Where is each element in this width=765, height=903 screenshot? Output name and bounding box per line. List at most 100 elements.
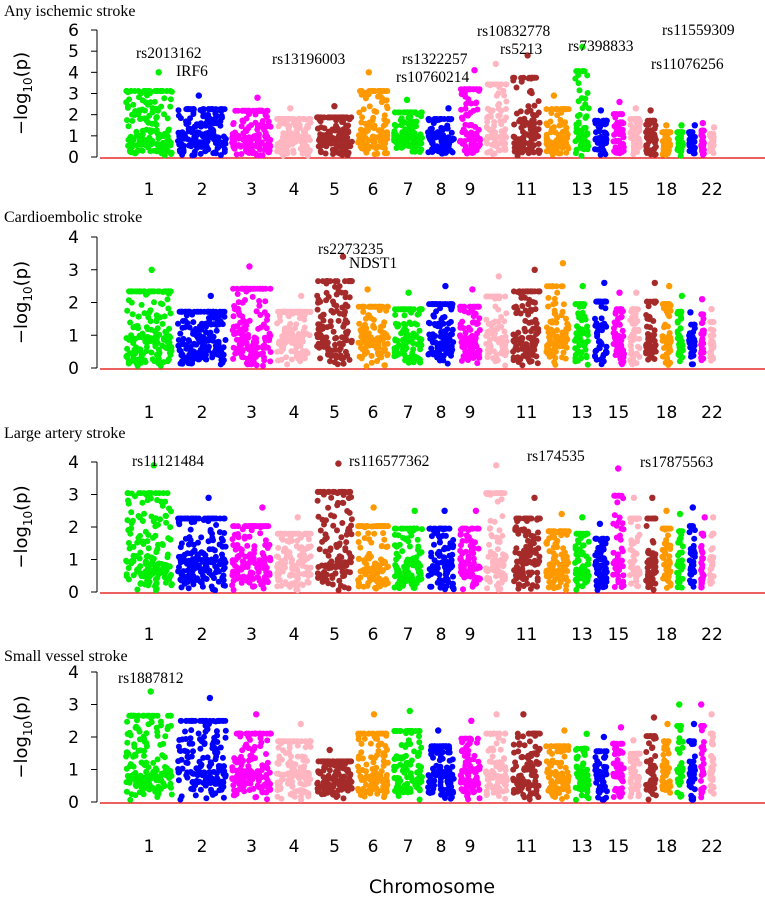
snp-point xyxy=(610,138,617,145)
snp-point xyxy=(494,81,501,88)
snp-point xyxy=(334,125,341,132)
snp-point xyxy=(161,95,168,102)
snp-point xyxy=(315,114,322,121)
snp-point xyxy=(513,84,520,91)
peak-point xyxy=(365,69,372,76)
x-tick-label: 6 xyxy=(368,403,379,423)
snp-point xyxy=(129,335,136,341)
snp-point xyxy=(240,573,247,580)
snp-point xyxy=(628,133,635,140)
snp-point xyxy=(449,326,456,333)
snp-point xyxy=(336,347,343,354)
snp-point xyxy=(240,562,247,569)
snp-point xyxy=(614,119,621,126)
snp-point xyxy=(195,356,202,363)
snp-point xyxy=(252,150,259,157)
snp-point xyxy=(593,330,600,337)
snp-point xyxy=(576,87,583,94)
snp-point xyxy=(342,348,349,355)
snp-point xyxy=(512,333,519,339)
snp-point xyxy=(468,134,475,141)
snp-point xyxy=(379,558,386,565)
snp-point xyxy=(564,131,571,138)
snp-point xyxy=(513,310,520,317)
snp-point xyxy=(232,350,239,357)
snp-point xyxy=(154,340,161,346)
snp-point xyxy=(659,337,666,344)
peak-point xyxy=(663,122,670,129)
snp-point xyxy=(598,341,605,348)
snp-point xyxy=(675,351,682,358)
annotation-label: rs5213 xyxy=(500,41,542,58)
snp-point xyxy=(448,343,455,350)
snp-point xyxy=(553,319,560,326)
snp-point xyxy=(495,147,502,153)
snp-point xyxy=(345,527,351,534)
snp-point xyxy=(217,345,224,352)
snp-point xyxy=(340,360,347,367)
y-axis-label: −log10(p) xyxy=(11,485,35,568)
y-tick-label: 0 xyxy=(68,148,79,168)
snp-point xyxy=(485,343,492,350)
snp-point xyxy=(620,333,627,340)
snp-point xyxy=(198,326,205,333)
snp-point xyxy=(512,355,518,362)
snp-point xyxy=(500,342,506,349)
snp-point xyxy=(263,569,270,576)
snp-point xyxy=(129,311,136,318)
snp-point xyxy=(529,148,536,155)
snp-point xyxy=(495,102,502,109)
snp-point xyxy=(530,352,537,358)
snp-point xyxy=(364,565,371,572)
snp-point xyxy=(220,582,227,589)
snp-point xyxy=(320,343,327,350)
snp-point xyxy=(234,291,241,297)
snp-point xyxy=(281,335,288,341)
snp-point xyxy=(244,542,251,549)
snp-point xyxy=(197,308,204,315)
snp-point xyxy=(371,125,378,132)
snp-point xyxy=(439,334,446,341)
snp-point xyxy=(616,306,623,313)
snp-point xyxy=(394,323,401,330)
panel-title: Large artery stroke xyxy=(4,425,125,442)
snp-point xyxy=(328,353,335,359)
snp-point xyxy=(177,544,184,551)
snp-point xyxy=(501,328,508,335)
peak-point xyxy=(597,107,605,114)
snp-point xyxy=(531,341,538,348)
snp-point xyxy=(699,139,706,146)
peak-point xyxy=(531,266,538,273)
snp-point xyxy=(563,124,570,131)
snp-point xyxy=(345,585,352,592)
snp-point xyxy=(187,115,194,122)
snp-point xyxy=(218,106,225,113)
snp-point xyxy=(401,344,408,351)
snp-point xyxy=(427,583,434,590)
peak-point xyxy=(298,292,305,300)
snp-point xyxy=(278,530,285,537)
snp-point xyxy=(502,333,509,340)
snp-point xyxy=(599,358,606,364)
points-group xyxy=(123,460,717,594)
snp-point xyxy=(306,148,313,155)
snp-point xyxy=(161,313,168,320)
snp-point xyxy=(627,116,634,122)
snp-point xyxy=(575,98,582,105)
snp-point xyxy=(552,300,559,307)
snp-point xyxy=(231,141,238,148)
snp-point xyxy=(603,343,610,350)
snp-point xyxy=(178,141,185,148)
snp-point xyxy=(373,585,380,592)
snp-point xyxy=(152,490,159,497)
snp-point xyxy=(301,324,308,331)
snp-point xyxy=(487,148,494,155)
snp-point xyxy=(691,336,698,343)
snp-point xyxy=(445,350,452,357)
snp-point xyxy=(196,121,203,128)
snp-point xyxy=(700,329,707,335)
snp-point xyxy=(296,121,303,128)
snp-point xyxy=(148,349,155,356)
snp-point xyxy=(230,313,237,320)
